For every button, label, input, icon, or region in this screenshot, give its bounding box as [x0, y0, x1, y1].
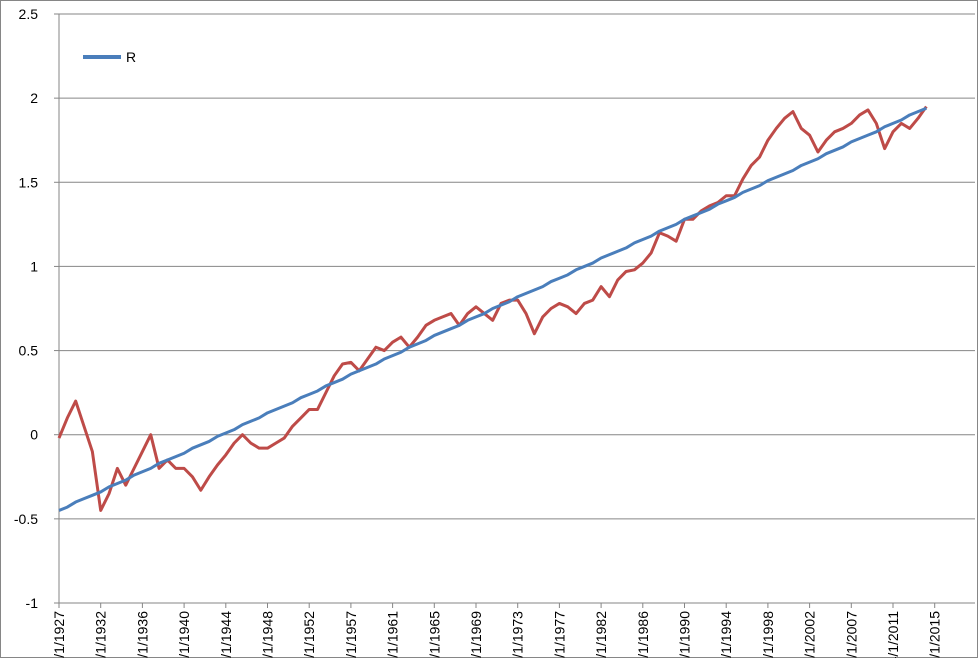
y-tick-label: 1 [30, 258, 38, 274]
legend-label: R [126, 49, 136, 65]
x-tick-label: 2/1/1957 [343, 611, 359, 658]
x-tick-label: 2/1/1932 [93, 611, 109, 658]
x-tick-label: 12/1/1952 [301, 611, 317, 658]
x-tick-label: 10/1/1998 [760, 611, 776, 658]
x-tick-label: 4/1/1961 [385, 611, 401, 658]
x-tick-label: 4/1/1936 [134, 611, 150, 658]
y-tick-label: -1 [26, 595, 39, 611]
x-tick-label: 8/1/1994 [718, 611, 734, 658]
x-tick-label: 6/1/2015 [927, 611, 943, 658]
x-tick-label: 12/1/1977 [551, 611, 567, 658]
x-tick-label: 8/1/1969 [468, 611, 484, 658]
x-tick-label: 6/1/1965 [426, 611, 442, 658]
y-tick-label: 0 [30, 427, 38, 443]
x-tick-label: 8/1/1944 [218, 611, 234, 658]
x-tick-label: 6/1/1990 [677, 611, 693, 658]
y-tick-label: 2 [30, 90, 38, 106]
x-tick-label: 2/1/2007 [843, 611, 859, 658]
x-tick-label: 12/1/1927 [51, 611, 67, 658]
x-tick-label: 4/1/1986 [635, 611, 651, 658]
x-tick-label: 12/1/2002 [802, 611, 818, 658]
y-tick-label: 0.5 [19, 343, 39, 359]
x-tick-label: 6/1/1940 [176, 611, 192, 658]
y-tick-label: 2.5 [19, 6, 39, 22]
x-tick-label: 2/1/1982 [593, 611, 609, 658]
y-tick-label: 1.5 [19, 174, 39, 190]
x-tick-label: 10/1/1948 [260, 611, 276, 658]
x-tick-label: 4/1/2011 [885, 611, 901, 658]
line-series [57, 105, 928, 512]
line-series [58, 106, 927, 512]
x-tick-label: 10/1/1973 [510, 611, 526, 658]
y-tick-label: -0.5 [14, 511, 38, 527]
